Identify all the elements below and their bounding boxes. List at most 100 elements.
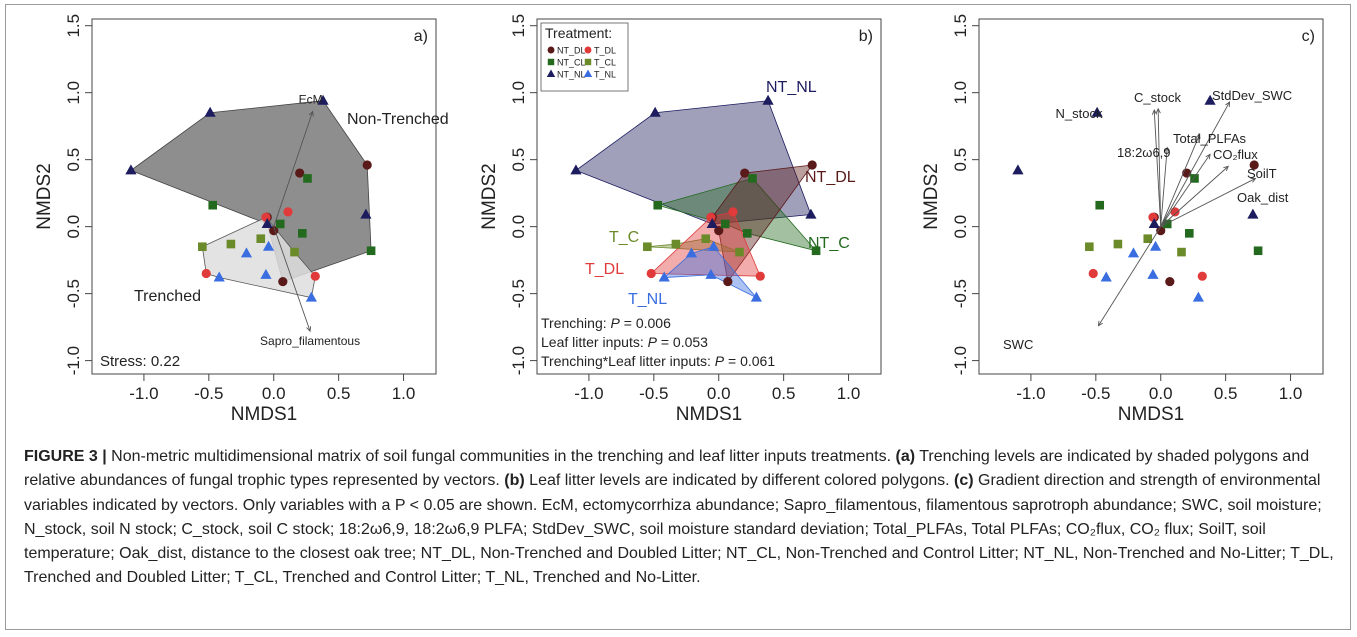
label-nt-nl: NT_NL: [766, 79, 817, 96]
point-NT_DL: [1156, 226, 1166, 236]
point-T_CL: [643, 242, 652, 252]
point-T_NL: [240, 247, 253, 258]
x-tick-label: 0.5: [1214, 384, 1238, 403]
label-t-nl: T_NL: [628, 291, 667, 308]
y-tick-label: -1.0: [951, 346, 970, 375]
x-tick-label: -0.5: [639, 384, 668, 403]
point-NT_CL: [720, 219, 730, 229]
point-NT_NL: [360, 208, 372, 219]
vector-label: SWC: [1003, 337, 1033, 352]
caption-panel-ref: (b): [504, 472, 525, 490]
polygon-NT_NL: [575, 100, 812, 225]
caption-text: Non-metric multidimensional matrix of so…: [106, 448, 896, 465]
point-T_NL: [1192, 291, 1204, 302]
vector-arrow: [1157, 108, 1162, 227]
panel-b-content: NT_NLNT_DLNT_CT_CT_DLT_NLTreatment:NT_DL…: [540, 22, 856, 369]
legend-marker-group: [546, 69, 556, 77]
panel-b-axes: -1.0 -0.5 0.0 0.5 1.0 -1.0 -0.5 0.0 0.5 1.0 1.5 NMD…: [479, 14, 882, 425]
vector-arrow-head: [1097, 320, 1103, 327]
y-tick-label: 0.5: [951, 148, 970, 172]
vector-arrow: [1160, 147, 1168, 227]
point-T_DL: [706, 212, 716, 222]
vector-label: Oak_dist: [1237, 190, 1289, 205]
point-T_NL: [707, 240, 720, 251]
legend-marker-group: [583, 69, 593, 77]
x-axis-label: NMDS1: [1118, 404, 1185, 425]
point-T_CL: [198, 242, 207, 252]
vector-arrow-head: [1195, 133, 1201, 140]
stat-line: Trenching: P = 0.006: [541, 315, 671, 331]
y-tick-label: 1.0: [509, 81, 528, 105]
y-tick-label: -1.0: [509, 346, 528, 375]
point-NT_DL: [1249, 160, 1259, 170]
vector-arrow: [1160, 166, 1229, 227]
vector-label: Total_PLFAs: [1173, 131, 1246, 146]
point-T_CL: [671, 239, 681, 249]
panel-a-axes: -1.0 -0.5 0.0 0.5 1.0 -1.0 -0.5 0.0 0.5 1.0 1.5 NMD…: [34, 14, 437, 425]
vector-arrow-head: [1164, 146, 1170, 153]
point-NT_DL: [1165, 276, 1175, 287]
y-tick-label: 1.5: [64, 14, 83, 38]
x-tick-label: 1.0: [837, 384, 861, 403]
x-tick-label: 0.5: [327, 384, 351, 403]
point-NT_NL: [805, 208, 817, 219]
vector-label: StdDev_SWC: [1212, 88, 1292, 103]
y-tick-label: -0.5: [509, 279, 528, 308]
y-tick-label: 1.5: [509, 14, 528, 38]
point-T_NL: [685, 247, 698, 258]
x-axis-label: NMDS1: [231, 404, 298, 425]
y-axis-label: NMDS2: [479, 163, 500, 230]
legend-marker-T_NL: [583, 69, 593, 77]
vector-arrow: [1160, 178, 1256, 228]
point-T_CL: [1085, 242, 1094, 252]
y-tick-label: 0.0: [509, 215, 528, 239]
legend-marker-NT_CL: [547, 58, 555, 66]
vector-arrow: [1153, 110, 1162, 227]
vector-label-sapro: Sapro_filamentous: [260, 334, 360, 348]
point-T_CL: [1113, 239, 1123, 249]
x-tick-label: -1.0: [1016, 384, 1045, 403]
point-T_DL: [310, 271, 320, 281]
vector-label: C_stock: [1134, 90, 1181, 105]
x-tick-label: -0.5: [1081, 384, 1110, 403]
vector-arrow: [1160, 101, 1230, 227]
x-tick-label: -0.5: [194, 384, 223, 403]
caption-text: Trenching levels are indicated by shaded…: [24, 448, 1310, 490]
caption-panel-ref: (a): [895, 448, 916, 465]
panel-c-content: N_stock C_stock StdDev_SWC Total_PLFAs18:2ω…: [1003, 88, 1292, 352]
panel-letter: c): [1302, 28, 1315, 45]
legend-title: Treatment:: [545, 25, 612, 41]
legend-label-NT_CL: NT_CL: [557, 58, 586, 68]
point-T_NL: [1100, 271, 1112, 282]
legend-label-T_DL: T_DL: [594, 46, 616, 56]
y-tick-label: 0.0: [951, 215, 970, 239]
point-NT_CL: [811, 246, 821, 256]
figure-frame: [5, 4, 1351, 630]
vector-arrow-head: [1225, 101, 1231, 108]
vector-label: SoilT: [1247, 166, 1277, 181]
y-tick-label: 1.5: [951, 14, 970, 38]
legend-marker-T_DL: [584, 46, 592, 54]
point-NT_NL: [204, 106, 216, 117]
legend-marker-group: [584, 46, 592, 54]
point-T_CL: [1143, 234, 1153, 243]
y-tick-label: -0.5: [951, 279, 970, 308]
legend-marker-group: [547, 58, 555, 66]
plot-frame: [978, 18, 1324, 375]
vector-arrow: [273, 111, 314, 227]
x-tick-label: 0.5: [772, 384, 796, 403]
label-t-dl: T_DL: [585, 261, 624, 278]
point-T_NL: [1147, 268, 1159, 279]
y-tick-label: 1.0: [64, 81, 83, 105]
vector-arrow: [273, 226, 311, 332]
point-NT_CL: [1253, 246, 1263, 256]
plot-frame: [536, 18, 882, 375]
point-NT_CL: [1184, 229, 1194, 238]
x-axis-label: NMDS1: [676, 404, 743, 425]
point-NT_NL: [649, 106, 661, 117]
point-NT_CL: [275, 219, 285, 229]
vector-arrow: [1160, 134, 1201, 227]
point-NT_DL: [362, 160, 372, 170]
point-NT_NL: [1148, 217, 1160, 228]
nmds-figure: -1.0 -0.5 0.0 0.5 1.0 -1.0 -0.5 0.0 0.5 1.0 1.5 NMD…: [34, 14, 1324, 425]
